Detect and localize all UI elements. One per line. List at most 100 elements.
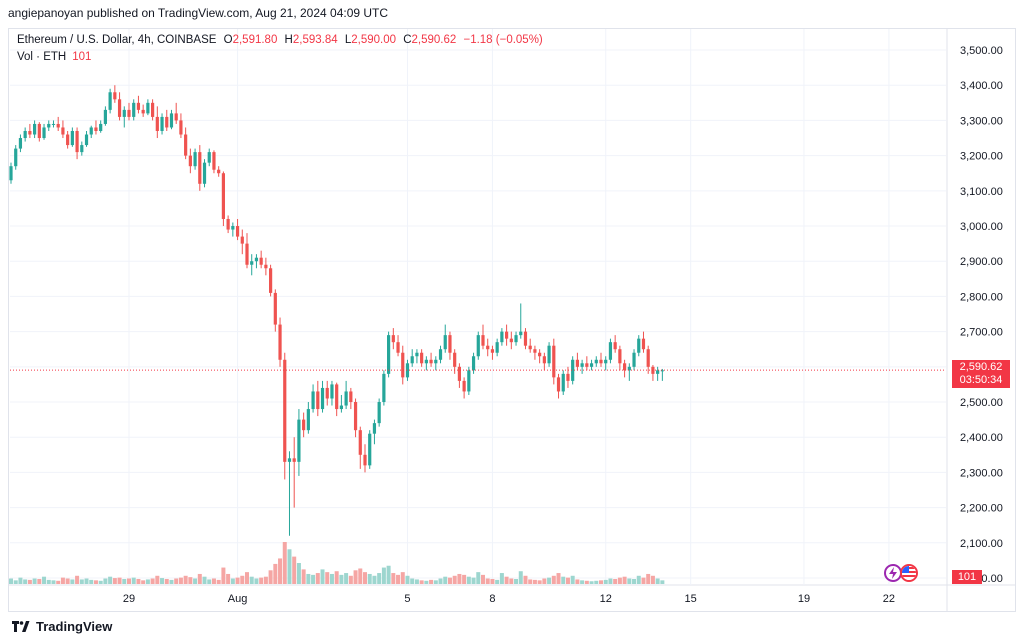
footer-brand[interactable]: TradingView bbox=[12, 619, 112, 634]
volume-bar bbox=[429, 579, 434, 584]
candle-body bbox=[547, 345, 551, 364]
volume-bar bbox=[13, 580, 18, 584]
candle-body bbox=[391, 335, 395, 343]
tradingview-logo-icon bbox=[12, 620, 30, 633]
close-value: 2,590.62 bbox=[411, 34, 457, 46]
y-axis: 2,000.002,100.002,200.002,300.002,400.00… bbox=[960, 45, 1003, 585]
volume-bar bbox=[273, 563, 278, 584]
candle-body bbox=[240, 236, 244, 244]
candle-body bbox=[538, 352, 542, 357]
candles bbox=[9, 85, 664, 536]
volume-bar bbox=[9, 578, 13, 584]
candle-body bbox=[23, 130, 27, 139]
bar-countdown: 03:50:34 bbox=[959, 374, 1003, 386]
volume-bar bbox=[622, 576, 627, 584]
candle-body bbox=[212, 152, 216, 170]
volume-bar bbox=[65, 578, 70, 584]
volume-bar bbox=[613, 578, 618, 584]
volume-bar bbox=[462, 574, 467, 584]
volume-bar bbox=[636, 575, 641, 584]
candle-body bbox=[623, 363, 627, 371]
candle-body bbox=[604, 359, 608, 364]
volume-bar bbox=[599, 580, 603, 584]
volume-bar bbox=[457, 573, 462, 584]
candle-body bbox=[89, 127, 93, 135]
volume-bar bbox=[18, 577, 23, 584]
volume-bar bbox=[358, 568, 363, 584]
candle-body bbox=[528, 345, 532, 350]
volume-bar bbox=[381, 567, 386, 584]
candle-body bbox=[387, 335, 391, 374]
volume-bar bbox=[514, 578, 519, 584]
candle-body bbox=[287, 458, 292, 462]
candle-body bbox=[420, 352, 424, 364]
candle-body bbox=[443, 335, 447, 350]
volume-bar bbox=[532, 579, 537, 584]
us-flag-icon[interactable] bbox=[900, 564, 918, 582]
low-label: L bbox=[344, 34, 352, 46]
y-tick-label: 2,100.00 bbox=[960, 538, 1003, 550]
published-byline: angiepanoyan published on TradingView.co… bbox=[8, 6, 389, 20]
candle-body bbox=[505, 331, 509, 339]
volume-bar bbox=[306, 573, 311, 584]
volume-bar bbox=[51, 580, 56, 584]
volume-bar bbox=[183, 575, 188, 584]
volume-bar bbox=[372, 575, 377, 584]
volume-bar bbox=[594, 580, 599, 584]
candle-body bbox=[18, 138, 23, 149]
volume-bar bbox=[193, 578, 198, 584]
y-tick-label: 2,500.00 bbox=[960, 397, 1003, 409]
volume-bar bbox=[259, 577, 264, 584]
candle-body bbox=[401, 352, 405, 378]
volume-bar bbox=[353, 570, 358, 584]
volume-bar bbox=[136, 578, 141, 584]
candle-body bbox=[571, 359, 575, 381]
candle-body bbox=[632, 352, 636, 367]
volume-bar bbox=[367, 573, 372, 584]
x-tick-label: 5 bbox=[404, 593, 410, 605]
volume-label[interactable]: Vol · ETH bbox=[17, 51, 67, 63]
volume-bar bbox=[75, 575, 80, 584]
candle-body bbox=[585, 363, 589, 367]
volume-bar bbox=[575, 579, 580, 584]
volume-bar bbox=[452, 575, 457, 584]
volume-bar bbox=[27, 579, 32, 584]
volume-bar bbox=[150, 578, 155, 584]
volume-bars bbox=[9, 542, 665, 584]
candle-body bbox=[656, 370, 660, 374]
volume-bar bbox=[174, 578, 179, 584]
candle-body bbox=[542, 356, 546, 364]
volume-bar bbox=[410, 578, 415, 584]
candle-body bbox=[368, 433, 372, 466]
volume-bar bbox=[471, 577, 476, 584]
candle-body bbox=[486, 345, 490, 350]
volume-bar bbox=[655, 578, 660, 584]
volume-bar bbox=[254, 578, 259, 584]
candle-body bbox=[330, 384, 334, 399]
volume-bar bbox=[481, 574, 485, 584]
candle-body bbox=[273, 292, 277, 325]
volume-bar bbox=[211, 578, 216, 584]
volume-bar bbox=[405, 575, 410, 584]
candle-body bbox=[169, 113, 174, 128]
candle-body bbox=[226, 218, 230, 230]
candle-body bbox=[363, 454, 367, 466]
volume-bar bbox=[603, 579, 608, 584]
candle-body bbox=[141, 109, 145, 114]
candle-body bbox=[533, 349, 537, 353]
candle-body bbox=[481, 335, 485, 346]
candle-body bbox=[217, 169, 221, 174]
candle-body bbox=[410, 356, 414, 364]
volume-bar bbox=[46, 579, 51, 584]
candle-body bbox=[438, 349, 443, 360]
volume-bar bbox=[296, 563, 301, 584]
volume-bar bbox=[632, 578, 637, 584]
symbol-title[interactable]: Ethereum / U.S. Dollar, 4h, COINBASE bbox=[17, 34, 217, 46]
volume-bar bbox=[117, 577, 122, 584]
lightning-icon[interactable] bbox=[884, 564, 902, 582]
volume-bar bbox=[542, 578, 547, 584]
candle-body bbox=[471, 356, 476, 371]
candle-body bbox=[42, 127, 46, 139]
volume-bar bbox=[650, 575, 655, 584]
